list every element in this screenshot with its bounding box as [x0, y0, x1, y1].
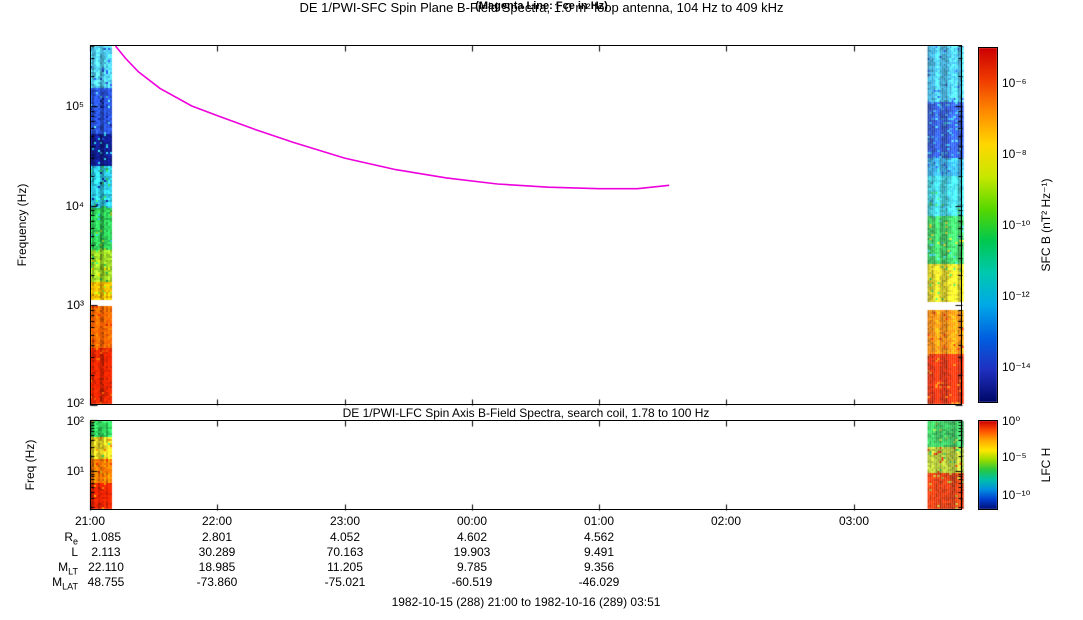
eph-label-main: M — [52, 575, 63, 589]
lfc-panel-title: DE 1/PWI-LFC Spin Axis B-Field Spectra, … — [342, 406, 710, 420]
time-range-caption: 1982-10-15 (288) 21:00 to 1982-10-16 (28… — [391, 595, 661, 609]
eph-mlat-4: -60.519 — [451, 575, 493, 589]
eph-label-main: M — [58, 560, 69, 574]
page-subtitle: (Magenta Line: Fce in Hz) — [475, 0, 608, 12]
lfc-plot-frame — [90, 420, 962, 510]
xtick-0300: 03:00 — [838, 514, 870, 528]
eph-re-5: 4.562 — [583, 530, 615, 544]
sfc-colorbar-frame — [978, 47, 998, 403]
eph-mlt-1: 22.110 — [88, 560, 124, 574]
eph-l-1: 2.113 — [91, 545, 121, 559]
sfc-cbar-tick-1e-10: 10⁻¹⁰ — [1002, 218, 1031, 232]
xtick-2300: 23:00 — [329, 514, 361, 528]
sfc-cbar-tick-1e-14: 10⁻¹⁴ — [1002, 360, 1031, 374]
eph-l-2: 30.289 — [198, 545, 236, 559]
xtick-0200: 02:00 — [710, 514, 742, 528]
lfc-ytick-1e1: 10¹ — [66, 464, 84, 478]
sfc-plot-frame — [90, 45, 962, 405]
sfc-cbar-tick-1e-6: 10⁻⁶ — [1002, 76, 1027, 90]
sfc-y-axis-label: Frequency (Hz) — [15, 183, 29, 267]
sfc-ytick-1e5: 10⁵ — [65, 99, 84, 113]
eph-l-3: 70.163 — [326, 545, 364, 559]
sfc-ytick-1e4: 10⁴ — [65, 199, 84, 213]
lfc-cbar-tick-1e-5: 10⁻⁵ — [1002, 450, 1027, 464]
eph-re-2: 2.801 — [201, 530, 233, 544]
lfc-cbar-tick-1e0: 10⁰ — [1002, 414, 1021, 428]
page-title: DE 1/PWI-SFC Spin Plane B-Field Spectra,… — [299, 0, 784, 15]
eph-re-1: 1.085 — [90, 530, 122, 544]
eph-mlat-1: 48.755 — [87, 575, 125, 589]
fce-line — [114, 45, 670, 190]
xtick-0100: 01:00 — [583, 514, 615, 528]
eph-re-4: 4.602 — [456, 530, 488, 544]
eph-label-main: L — [71, 545, 78, 559]
eph-mlat-5: -46.029 — [578, 575, 620, 589]
sfc-ytick-1e3: 10³ — [66, 298, 84, 312]
eph-mlt-4: 9.785 — [456, 560, 488, 574]
eph-label-sub: LT — [68, 566, 78, 577]
ephemeris-row-label-mlt: MLT — [30, 560, 78, 576]
lfc-ytick-1e2: 10² — [66, 414, 84, 428]
lfc-cbar-tick-1e-10: 10⁻¹⁰ — [1002, 488, 1031, 502]
lfc-colorbar-label: LFC H — [1039, 447, 1053, 483]
eph-mlt-5: 9.356 — [583, 560, 615, 574]
xtick-2200: 22:00 — [201, 514, 233, 528]
ephemeris-row-label-l: L — [30, 545, 78, 561]
eph-label-main: R — [64, 530, 73, 544]
eph-label-sub: e — [72, 536, 78, 547]
xtick-2100: 21:00 — [74, 514, 106, 528]
xtick-0000: 00:00 — [456, 514, 488, 528]
eph-mlat-3: -75.021 — [324, 575, 366, 589]
eph-l-5: 9.491 — [583, 545, 615, 559]
eph-mlat-2: -73.860 — [196, 575, 238, 589]
eph-l-4: 19.903 — [453, 545, 491, 559]
eph-mlt-3: 11.205 — [327, 560, 363, 574]
eph-re-3: 4.052 — [329, 530, 361, 544]
ephemeris-row-label-re: Re — [30, 530, 78, 546]
sfc-colorbar-label: SFC B (nT² Hz⁻¹) — [1039, 178, 1053, 272]
sfc-cbar-tick-1e-12: 10⁻¹² — [1002, 289, 1030, 303]
eph-label-sub: LAT — [62, 581, 78, 592]
lfc-colorbar-frame — [978, 420, 998, 510]
ephemeris-row-label-mlat: MLAT — [30, 575, 78, 591]
eph-mlt-2: 18.985 — [198, 560, 236, 574]
sfc-cbar-tick-1e-8: 10⁻⁸ — [1002, 147, 1027, 161]
sfc-ytick-1e2: 10² — [66, 396, 84, 410]
